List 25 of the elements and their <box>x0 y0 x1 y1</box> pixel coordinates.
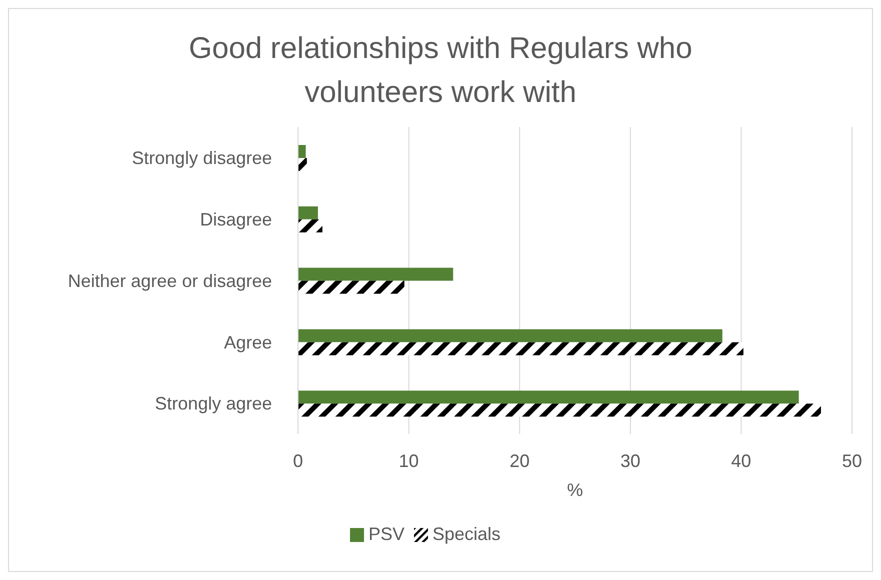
bar <box>298 268 454 281</box>
chart-title: Good relationships with Regulars who volunteers work with <box>188 31 694 111</box>
bar <box>298 280 404 294</box>
bar <box>298 158 307 171</box>
y-tick-label: Strongly disagree <box>132 148 272 168</box>
x-tick-label: 20 <box>510 450 530 471</box>
legend-label: PSV <box>368 524 404 544</box>
x-tick-label: 40 <box>731 450 752 471</box>
x-tick-label: 30 <box>620 450 640 471</box>
bar <box>298 329 722 342</box>
bar <box>298 206 318 220</box>
x-tick-label: 50 <box>842 450 862 471</box>
legend-label: Specials <box>432 524 501 544</box>
y-tick-label: Neither agree or disagree <box>68 270 272 291</box>
bar <box>298 390 799 404</box>
x-tick-label: 10 <box>398 450 419 471</box>
bar <box>298 219 322 232</box>
y-tick-label: Agree <box>224 332 272 352</box>
bar <box>298 404 821 417</box>
bar <box>298 342 744 356</box>
bar <box>298 145 306 158</box>
y-tick-label: Disagree <box>200 209 272 230</box>
x-tick-label: 0 <box>292 450 304 471</box>
x-axis-title: % <box>566 480 584 500</box>
y-tick-label: Strongly agree <box>154 394 272 414</box>
